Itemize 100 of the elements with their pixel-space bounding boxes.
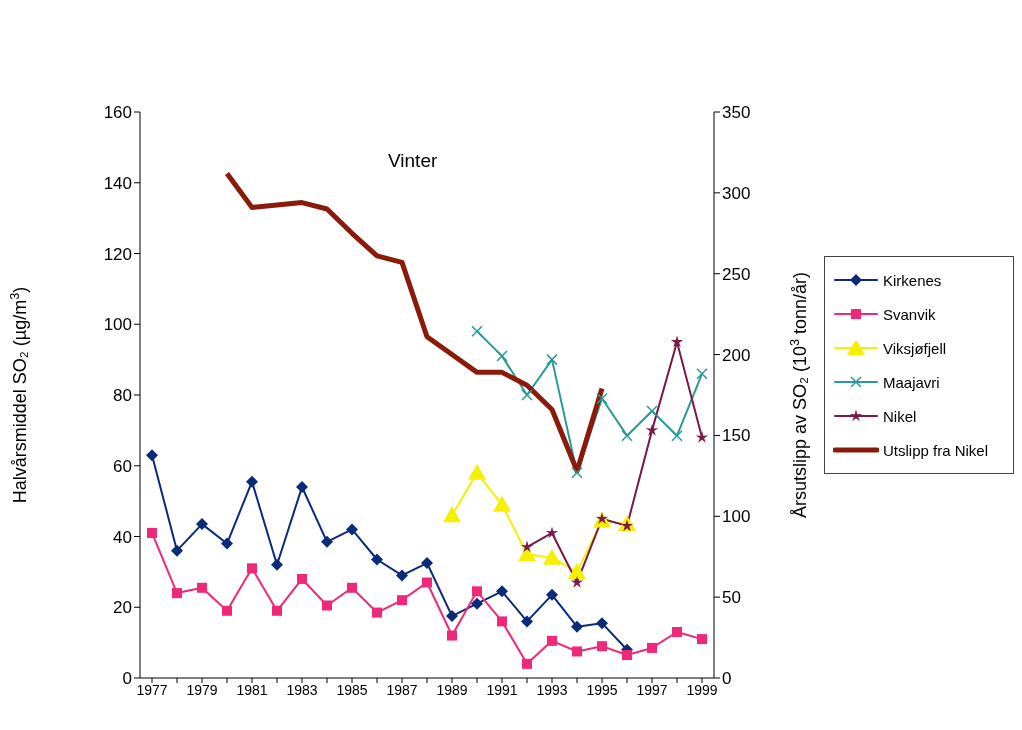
point	[347, 582, 357, 593]
point	[146, 449, 158, 462]
point	[496, 350, 508, 362]
point	[546, 588, 558, 601]
point	[621, 429, 633, 442]
y-tick-label: 140	[103, 173, 132, 193]
point	[396, 569, 408, 582]
point	[570, 575, 584, 588]
x-tick-label: 1997	[636, 681, 668, 698]
y2-tick-label: 150	[722, 426, 751, 446]
x-tick-label: 1985	[336, 681, 368, 698]
point	[472, 586, 482, 597]
x-tick-label: 1979	[186, 681, 218, 698]
x-tick-label: 1983	[286, 681, 318, 698]
point	[471, 597, 483, 610]
y2-tick-label: 0	[722, 669, 732, 689]
point	[597, 641, 607, 652]
point	[397, 595, 407, 606]
x-tick-label: 1987	[386, 681, 418, 698]
y2-tick-label: 100	[722, 507, 751, 527]
point	[571, 467, 583, 479]
legend-label: Viksjøfjell	[883, 339, 947, 357]
x-tick-label: 1981	[236, 681, 268, 698]
point	[571, 620, 583, 633]
point	[247, 563, 257, 574]
y2-tick-label: 50	[722, 588, 741, 608]
point	[197, 582, 207, 593]
point	[670, 335, 684, 348]
point	[622, 650, 632, 661]
point	[222, 605, 232, 616]
point	[695, 430, 709, 443]
point	[543, 548, 561, 565]
point	[671, 429, 683, 442]
x-tick-label: 1977	[136, 681, 168, 698]
y-tick-label: 40	[113, 527, 132, 547]
x-tick-label: 1989	[436, 681, 468, 698]
x-tick-label: 1993	[536, 681, 568, 698]
point	[596, 392, 608, 405]
point	[596, 617, 608, 630]
y2-tick-label: 350	[722, 103, 751, 123]
point	[493, 495, 511, 512]
point	[645, 423, 659, 436]
legend-label: Kirkenes	[883, 271, 942, 289]
text: Vinter	[388, 150, 438, 172]
point	[371, 553, 383, 566]
point	[171, 544, 183, 557]
point	[196, 518, 208, 531]
y-tick-label: 0	[122, 669, 132, 689]
x-tick-label: 1995	[586, 681, 618, 698]
legend-label: Svanvik	[883, 305, 936, 323]
y-tick-label: 60	[113, 456, 132, 476]
y-tick-label: 20	[113, 598, 132, 618]
point	[321, 535, 333, 548]
point	[471, 325, 483, 338]
point	[672, 627, 682, 638]
point	[372, 607, 382, 618]
point	[547, 635, 557, 646]
point	[572, 646, 582, 657]
point	[246, 475, 258, 488]
point	[568, 562, 586, 579]
point	[346, 523, 358, 536]
point	[496, 585, 508, 598]
legend-label: Utslipp fra Nikel	[883, 441, 989, 459]
point	[272, 605, 282, 616]
legend-label: Maajavri	[883, 373, 940, 391]
point	[221, 537, 233, 550]
point	[545, 526, 559, 539]
point	[446, 610, 458, 623]
y-tick-label: 160	[103, 103, 132, 123]
y2-tick-label: 250	[722, 264, 751, 284]
point	[522, 658, 532, 669]
point	[647, 642, 657, 653]
point	[443, 506, 461, 523]
point	[696, 368, 708, 380]
point	[497, 616, 507, 627]
point	[620, 519, 634, 532]
point	[297, 573, 307, 584]
point	[520, 540, 534, 553]
point	[296, 480, 308, 493]
y2-tick-label: 300	[722, 183, 751, 203]
y2-tick-label: 200	[722, 345, 751, 365]
point	[468, 463, 486, 480]
legend-label: Nikel	[883, 407, 917, 425]
point	[646, 405, 658, 417]
x-tick-label: 1999	[686, 681, 718, 698]
point	[521, 615, 533, 628]
y-tick-label: 100	[103, 315, 132, 335]
point	[422, 577, 432, 588]
y-tick-label: 120	[103, 244, 132, 264]
x-tick-label: 1991	[486, 681, 518, 698]
point	[447, 630, 457, 641]
point	[172, 588, 182, 599]
point	[546, 353, 558, 366]
y-tick-label: 80	[113, 386, 132, 406]
point	[521, 389, 533, 401]
point	[147, 527, 157, 538]
point	[697, 634, 707, 645]
point	[322, 600, 332, 611]
point	[271, 558, 283, 571]
point	[421, 557, 433, 570]
